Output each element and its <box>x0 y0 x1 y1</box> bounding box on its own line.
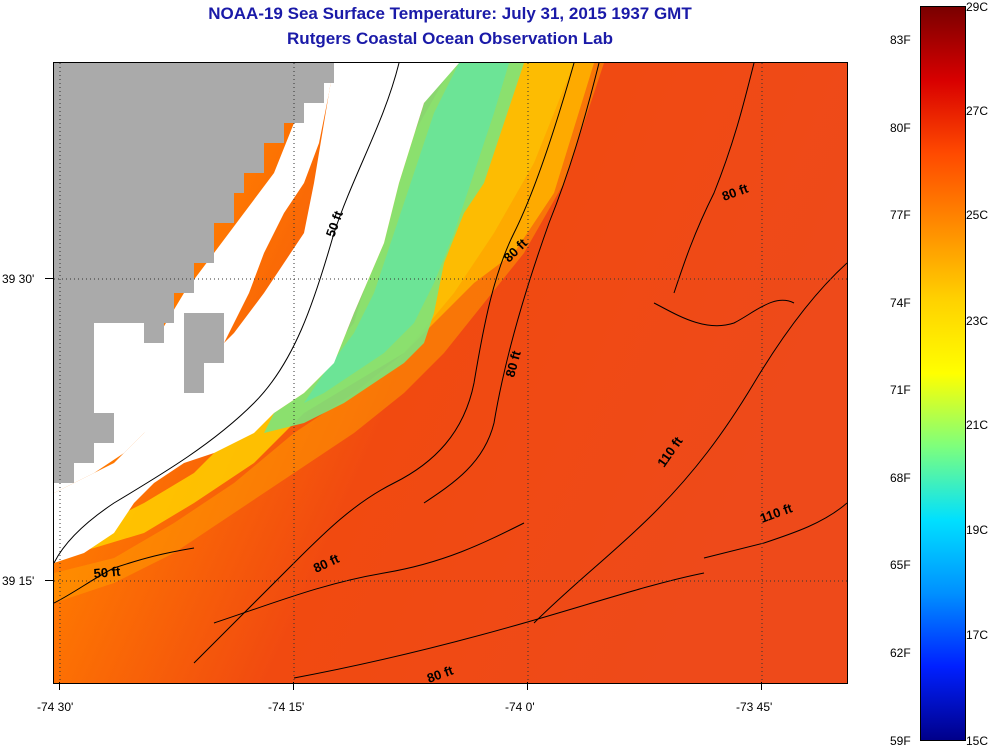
x-tick-label: -74 30' <box>37 700 74 714</box>
contour-80ft-e <box>293 572 705 679</box>
colorbar-c-label: 19C <box>966 523 989 537</box>
colorbar-f-label: 62F <box>890 646 911 660</box>
no-data-region <box>54 63 459 563</box>
contour-label-50b: 50 ft <box>93 564 122 581</box>
land-peninsula <box>184 313 224 393</box>
map-subtitle: Rutgers Coastal Ocean Observation Lab <box>287 29 613 48</box>
colorbar-f-label: 83F <box>890 33 911 47</box>
sst-map[interactable]: 50 ft 50 ft 80 ft 80 ft 80 ft 80 ft 80 f… <box>53 62 848 684</box>
contour-80ft-loop <box>653 299 795 327</box>
y-tick-label: 39 30' <box>2 272 35 286</box>
sst-map-canvas: 50 ft 50 ft 80 ft 80 ft 80 ft 80 ft 80 f… <box>54 63 847 683</box>
colorbar-f-label: 59F <box>890 734 911 748</box>
land-gap <box>94 323 164 413</box>
colorbar-f-label: 65F <box>890 558 911 572</box>
y-axis-tick <box>45 580 53 581</box>
map-title: NOAA-19 Sea Surface Temperature: July 31… <box>208 4 692 23</box>
cool-teal-band <box>304 63 509 403</box>
colorbar-c-label: 17C <box>966 628 989 642</box>
depth-contours <box>54 63 847 679</box>
colorbar-f-label: 74F <box>890 296 911 310</box>
contour-110ft-a <box>533 262 847 624</box>
colorbar-c-label: 21C <box>966 418 989 432</box>
temperature-colorbar <box>920 6 966 741</box>
x-tick-label: -74 15' <box>268 700 305 714</box>
colorbar-c-label: 23C <box>966 314 989 328</box>
contour-80ft-b <box>423 63 600 504</box>
x-axis-tick <box>527 682 528 690</box>
colorbar-c-label: 29C <box>966 0 989 14</box>
contour-50ft-a <box>54 63 400 564</box>
lat-lon-grid <box>54 63 847 683</box>
x-tick-label: -73 45' <box>736 700 773 714</box>
x-axis-tick <box>59 682 60 690</box>
x-axis-tick <box>761 682 762 690</box>
x-axis-tick <box>293 682 294 690</box>
colorbar-c-label: 25C <box>966 208 989 222</box>
colorbar-f-label: 77F <box>890 208 911 222</box>
y-tick-label: 39 15' <box>2 574 35 588</box>
colorbar-f-label: 68F <box>890 471 911 485</box>
colorbar-f-label: 71F <box>890 383 911 397</box>
contour-110ft-b <box>703 502 847 559</box>
contour-50ft-b <box>54 547 195 604</box>
contour-label-80b: 80 ft <box>502 348 524 378</box>
y-axis-tick <box>45 278 53 279</box>
colorbar-f-label: 80F <box>890 121 911 135</box>
x-tick-label: -74 0' <box>505 700 535 714</box>
colorbar-c-label: 27C <box>966 104 989 118</box>
colorbar-c-label: 15C <box>966 734 989 748</box>
contour-80ft-a <box>193 63 575 664</box>
contour-80ft-d <box>213 522 525 624</box>
contour-80ft-c <box>673 63 755 294</box>
